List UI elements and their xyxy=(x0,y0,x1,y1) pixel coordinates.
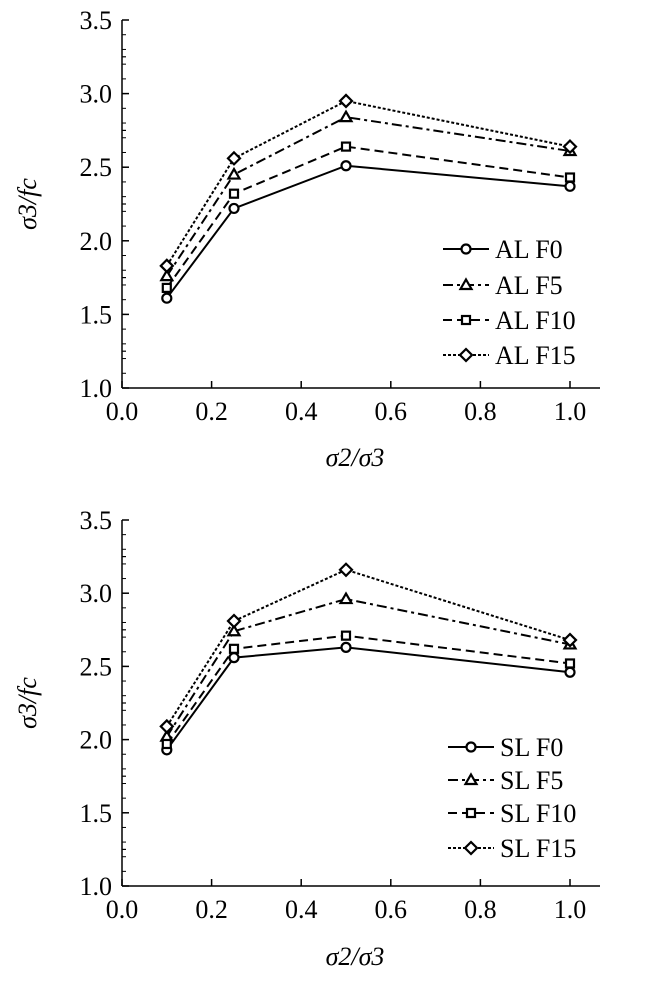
x-tick-label: 1.0 xyxy=(554,895,587,924)
series-line xyxy=(165,646,571,751)
legend-label: AL F0 xyxy=(495,235,563,264)
data-point xyxy=(226,623,242,637)
data-point xyxy=(228,643,240,654)
data-point xyxy=(562,632,578,648)
y-tick-label: 1.5 xyxy=(80,799,113,828)
x-tick-label: 0.2 xyxy=(195,397,228,426)
series-line xyxy=(165,634,571,745)
legend-marker xyxy=(460,314,472,326)
data-point xyxy=(338,109,354,123)
data-point xyxy=(161,738,172,750)
legend-label: AL F5 xyxy=(495,271,563,300)
y-tick-label: 2.0 xyxy=(80,227,113,256)
data-point xyxy=(338,591,354,605)
legend-marker xyxy=(463,840,479,856)
data-point xyxy=(564,172,576,183)
chart-2: 1.0 1.5 2.0 2.5 3.0 3.5 0.0 0.2 0.4 0.6 0.8 1.0 σ2/σ… xyxy=(13,506,600,971)
y-tick-label: 1.0 xyxy=(80,374,113,403)
legend-label: AL F15 xyxy=(495,341,576,370)
data-point xyxy=(340,160,352,172)
data-point xyxy=(226,150,242,166)
y-axis-label: σ3/fc xyxy=(13,677,42,729)
data-point xyxy=(159,718,175,734)
x-tick-label: 0.4 xyxy=(285,397,318,426)
y-tick-label: 1.0 xyxy=(80,872,113,901)
y-tick-label: 3.5 xyxy=(80,506,113,535)
data-point xyxy=(564,666,576,678)
series-sl-f15: SL F15 xyxy=(159,562,578,863)
data-point xyxy=(338,562,354,578)
y-tick-label: 3.5 xyxy=(80,6,113,35)
x-tick-label: 0.2 xyxy=(195,895,228,924)
data-point xyxy=(338,93,354,109)
legend-marker xyxy=(463,772,479,786)
x-tick-label: 0.8 xyxy=(464,895,497,924)
legend-marker xyxy=(465,741,477,753)
data-point xyxy=(228,188,240,199)
chart-1: 1.0 1.5 2.0 2.5 3.0 3.5 0.0 0.2 0.4 0.6 0.8 1.0 σ2/σ… xyxy=(13,6,600,472)
series-line xyxy=(165,145,571,289)
x-tick-label: 0.6 xyxy=(375,895,408,924)
legend-marker xyxy=(458,277,474,291)
series-al-f5: AL F5 xyxy=(159,109,578,300)
data-point xyxy=(159,268,175,282)
series-al-f0: AL F0 xyxy=(161,160,576,304)
series-line xyxy=(165,164,571,299)
data-point xyxy=(562,139,578,155)
data-point xyxy=(564,180,576,192)
series-sl-f0: SL F0 xyxy=(161,641,576,762)
data-point xyxy=(228,202,240,215)
x-axis-label: σ2/σ3 xyxy=(326,942,385,971)
legend-label: SL F0 xyxy=(500,733,563,762)
data-point xyxy=(340,141,352,152)
data-point xyxy=(161,292,173,304)
series-al-f10: AL F10 xyxy=(161,141,576,335)
x-tick-label: 0.0 xyxy=(106,397,139,426)
x-axis-label: σ2/σ3 xyxy=(326,443,385,472)
data-point xyxy=(564,658,576,669)
legend-label: SL F15 xyxy=(500,834,576,863)
legend-label: SL F5 xyxy=(500,766,563,795)
series-line xyxy=(165,99,571,267)
y-axis-label: σ3/fc xyxy=(13,178,42,230)
series-al-f15: AL F15 xyxy=(159,93,578,370)
data-point xyxy=(226,613,242,629)
y-tick-label: 2.5 xyxy=(80,652,113,681)
y-tick-label: 2.0 xyxy=(80,726,113,755)
y-tick-label: 1.5 xyxy=(80,300,113,329)
data-point xyxy=(161,282,172,294)
x-tick-label: 1.0 xyxy=(554,397,587,426)
legend-marker xyxy=(460,243,472,255)
data-point xyxy=(159,258,175,274)
x-tick-label: 0.0 xyxy=(106,895,139,924)
y-tick-label: 2.5 xyxy=(80,153,113,182)
series-line xyxy=(165,568,571,727)
series-line xyxy=(165,598,571,738)
legend-label: AL F10 xyxy=(495,306,576,335)
series-line xyxy=(165,116,571,277)
y-tick-label: 3.0 xyxy=(80,579,113,608)
x-tick-label: 0.8 xyxy=(464,397,497,426)
data-point xyxy=(340,641,352,653)
data-point xyxy=(226,166,242,180)
legend-marker xyxy=(458,347,474,363)
data-point xyxy=(340,630,352,641)
series-sl-f5: SL F5 xyxy=(159,591,578,795)
series-sl-f10: SL F10 xyxy=(161,630,576,828)
legend-label: SL F10 xyxy=(500,799,576,828)
x-tick-label: 0.4 xyxy=(285,895,318,924)
data-point xyxy=(228,652,240,664)
x-tick-label: 0.6 xyxy=(375,397,408,426)
y-tick-label: 3.0 xyxy=(80,80,113,109)
legend-marker xyxy=(465,807,477,819)
